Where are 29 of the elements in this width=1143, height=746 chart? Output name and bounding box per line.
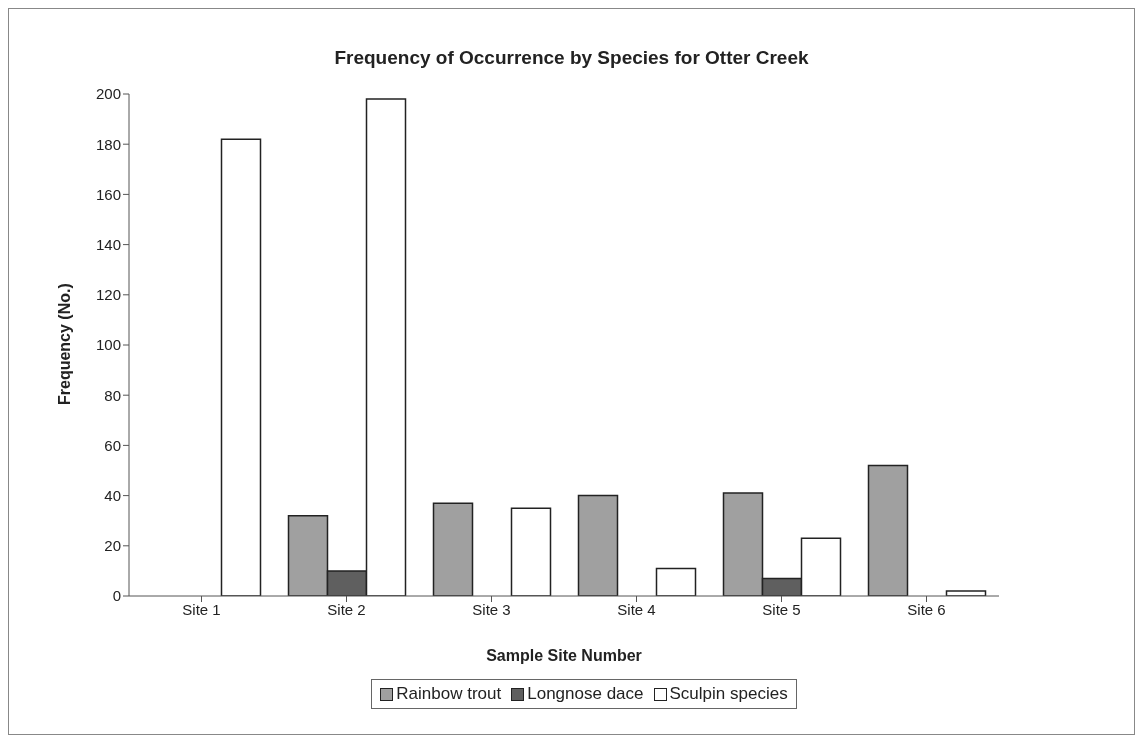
bar [655, 567, 697, 596]
y-axis-title: Frequency (No.) [55, 283, 73, 405]
y-tick-label: 40 [104, 486, 121, 504]
x-tick-label: Site 3 [472, 600, 511, 618]
y-tick-label: 180 [95, 135, 121, 153]
x-tick-label: Site 2 [327, 600, 366, 618]
x-axis-title: Sample Site Number [486, 647, 642, 664]
y-tick-label: 80 [104, 386, 121, 404]
y-tick-label: 140 [95, 235, 121, 253]
y-tick-label: 160 [95, 185, 121, 203]
y-tick-label: 60 [104, 436, 121, 454]
x-tick-label: Site 1 [182, 600, 221, 618]
bar [867, 464, 909, 596]
legend-label: Longnose dace [526, 684, 644, 704]
x-tick-label: Site 4 [617, 600, 656, 618]
bar [510, 507, 552, 596]
x-tick-label: Site 5 [762, 600, 801, 618]
y-tick-label: 120 [95, 286, 121, 304]
y-tick-label: 20 [104, 537, 121, 555]
y-tick-label: 100 [95, 336, 121, 354]
bar [577, 494, 619, 596]
y-tick-label: 200 [95, 85, 121, 103]
chart-title: Frequency of Occurrence by Species for Otter Creek [333, 47, 810, 69]
x-tick-label: Site 6 [907, 600, 946, 618]
y-tick-label: 0 [112, 587, 121, 605]
legend-label: Rainbow trout [395, 684, 502, 704]
bar [432, 502, 474, 596]
legend-label: Sculpin species [668, 684, 788, 704]
bar [220, 138, 262, 596]
